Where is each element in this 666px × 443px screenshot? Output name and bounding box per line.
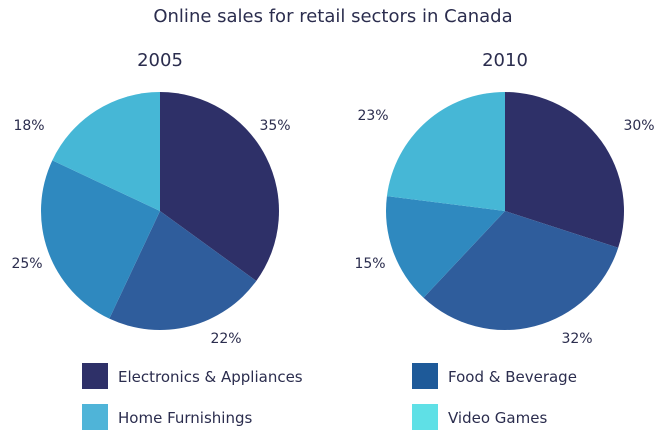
- legend-swatch-electronics: [82, 363, 108, 389]
- pie-2010-label-electronics: 30%: [623, 118, 654, 134]
- legend-label-food: Food & Beverage: [448, 368, 577, 386]
- pie-2005: [41, 92, 279, 330]
- pie-2005-slice-video: [52, 92, 160, 211]
- pie-2005-slice-home: [41, 160, 160, 319]
- legend-label-electronics: Electronics & Appliances: [118, 368, 303, 386]
- pie-2005-label-electronics: 35%: [259, 118, 290, 134]
- legend-swatch-video: [412, 404, 438, 430]
- legend-swatch-food: [412, 363, 438, 389]
- pie-2005-year-label: 2005: [137, 50, 183, 71]
- pie-2005-label-video: 18%: [13, 118, 44, 134]
- pie-2010-label-food: 32%: [561, 331, 592, 347]
- pie-2010-label-home: 15%: [354, 256, 385, 272]
- pie-2005-slice-food: [109, 211, 257, 330]
- pie-2010-year-label: 2010: [482, 50, 528, 71]
- pie-2005-label-food: 22%: [210, 331, 241, 347]
- pie-2010-slice-electronics: [505, 92, 625, 248]
- pie-2010-slice-home: [386, 196, 505, 298]
- legend: Electronics & Appliances Food & Beverage…: [82, 363, 577, 430]
- pie-2005-label-home: 25%: [11, 256, 42, 272]
- legend-swatch-home: [82, 404, 108, 430]
- pie-2005-slice-electronics: [160, 92, 279, 281]
- legend-label-video: Video Games: [448, 409, 547, 427]
- pie-2010-label-video: 23%: [357, 108, 388, 124]
- pie-2010-slice-food: [423, 211, 619, 331]
- chart-title: Online sales for retail sectors in Canad…: [153, 6, 512, 27]
- legend-label-home: Home Furnishings: [118, 409, 252, 427]
- pie-2010: [386, 92, 625, 331]
- pie-2010-slice-video: [386, 92, 505, 211]
